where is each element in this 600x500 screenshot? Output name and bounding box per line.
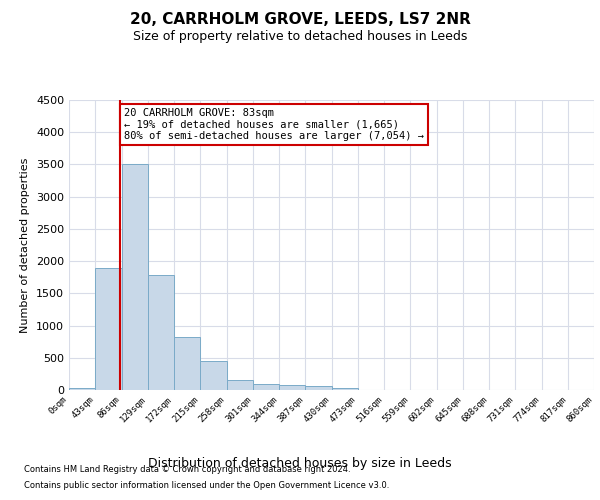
Bar bbox=[305, 386, 331, 390]
Text: 20 CARRHOLM GROVE: 83sqm
← 19% of detached houses are smaller (1,665)
80% of sem: 20 CARRHOLM GROVE: 83sqm ← 19% of detach… bbox=[124, 108, 424, 141]
Text: 20, CARRHOLM GROVE, LEEDS, LS7 2NR: 20, CARRHOLM GROVE, LEEDS, LS7 2NR bbox=[130, 12, 470, 28]
Text: Distribution of detached houses by size in Leeds: Distribution of detached houses by size … bbox=[148, 458, 452, 470]
Bar bbox=[253, 384, 279, 390]
Bar bbox=[148, 276, 174, 390]
Text: Contains public sector information licensed under the Open Government Licence v3: Contains public sector information licen… bbox=[24, 480, 389, 490]
Bar bbox=[279, 385, 305, 390]
Bar bbox=[174, 336, 200, 390]
Y-axis label: Number of detached properties: Number of detached properties bbox=[20, 158, 31, 332]
Bar bbox=[200, 361, 227, 390]
Text: Size of property relative to detached houses in Leeds: Size of property relative to detached ho… bbox=[133, 30, 467, 43]
Bar bbox=[121, 164, 148, 390]
Bar bbox=[227, 380, 253, 390]
Text: Contains HM Land Registry data © Crown copyright and database right 2024.: Contains HM Land Registry data © Crown c… bbox=[24, 466, 350, 474]
Bar bbox=[331, 388, 358, 390]
Bar bbox=[95, 268, 121, 390]
Bar bbox=[69, 388, 95, 390]
